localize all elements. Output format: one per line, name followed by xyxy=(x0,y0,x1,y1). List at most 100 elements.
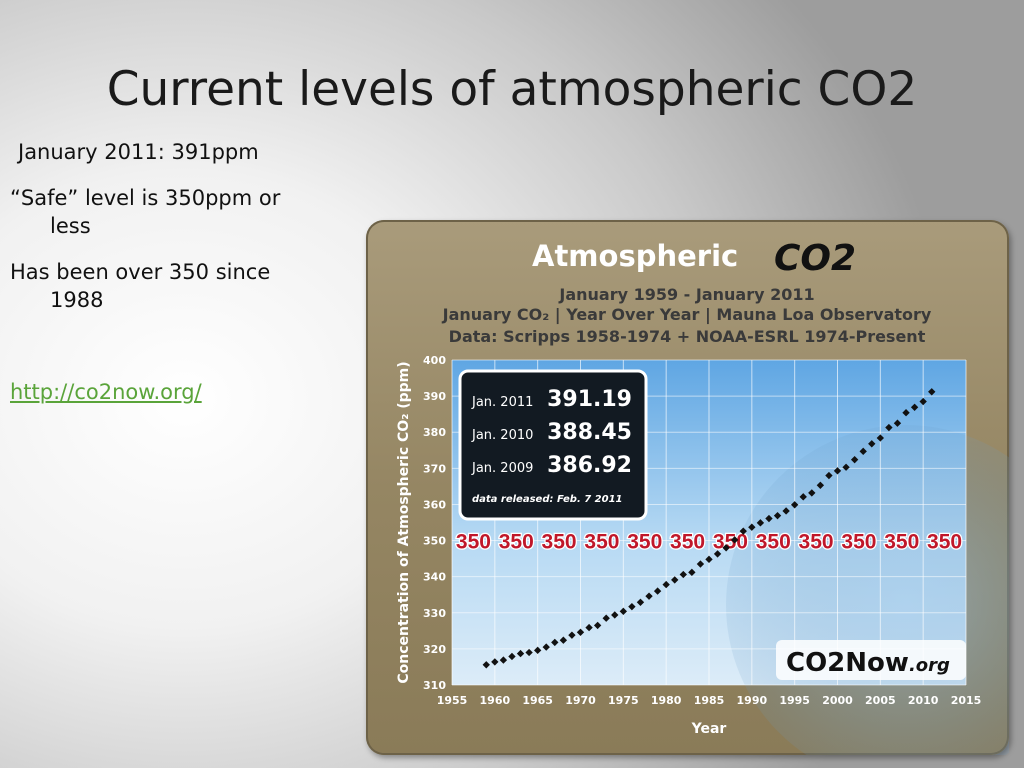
point-1968 xyxy=(559,636,568,644)
ref-label-1: 350 xyxy=(456,531,491,554)
chart-subtitle-3: Data: Scripps 1958-1974 + NOAA-ESRL 1974… xyxy=(449,327,926,346)
point-1979 xyxy=(653,587,662,595)
ref-label-9: 350 xyxy=(799,531,834,554)
y-tick-330: 330 xyxy=(423,607,446,620)
bullet-safe-level: “Safe” level is 350ppm or less xyxy=(10,184,370,240)
x-tick-1965: 1965 xyxy=(522,694,553,707)
x-tick-1960: 1960 xyxy=(480,694,511,707)
ref-label-6: 350 xyxy=(670,531,705,554)
point-2005 xyxy=(876,434,885,442)
bullet-list: January 2011: 391ppm “Safe” level is 350… xyxy=(10,138,370,406)
y-tick-360: 360 xyxy=(423,498,446,511)
bullet-over-350: Has been over 350 since 1988 xyxy=(10,258,370,314)
point-1988 xyxy=(731,536,739,544)
y-tick-340: 340 xyxy=(423,571,446,584)
co2now-link[interactable]: http://co2now.org/ xyxy=(10,380,202,404)
x-tick-1985: 1985 xyxy=(694,694,725,707)
point-1993 xyxy=(773,511,782,520)
x-tick-2015: 2015 xyxy=(951,694,982,707)
x-tick-2010: 2010 xyxy=(908,694,939,707)
point-2007 xyxy=(893,419,902,427)
y-tick-380: 380 xyxy=(423,426,446,439)
point-1961 xyxy=(499,656,508,664)
point-1977 xyxy=(636,598,645,606)
ref-label-11: 350 xyxy=(884,531,919,554)
point-1964 xyxy=(525,648,533,657)
ref-label-8: 350 xyxy=(756,531,791,554)
point-2006 xyxy=(885,423,893,432)
data-points xyxy=(482,388,936,669)
point-1999 xyxy=(825,471,833,480)
point-2001 xyxy=(842,463,850,471)
y-tick-400: 400 xyxy=(423,354,446,367)
co2-chart: Atmospheric CO2 January 1959 - January 2… xyxy=(396,238,1009,755)
point-1969 xyxy=(568,631,576,639)
point-1985 xyxy=(705,555,713,564)
point-2010 xyxy=(919,397,927,406)
point-2004 xyxy=(868,440,876,448)
chart-title-co2: CO2 xyxy=(774,238,856,279)
ref-label-12: 350 xyxy=(927,531,962,554)
y-tick-370: 370 xyxy=(423,462,446,475)
point-1994 xyxy=(782,507,790,515)
box-release-date: data released: Feb. 7 2011 xyxy=(472,494,623,505)
ref-label-2: 350 xyxy=(499,531,534,554)
ref-label-10: 350 xyxy=(841,531,876,554)
point-1987 xyxy=(722,544,730,552)
chart-subtitle: January 1959 - January 2011 xyxy=(558,285,814,304)
y-tick-390: 390 xyxy=(423,390,446,403)
y-tick-labels: 310 320 330 340 350 360 370 380 390 400 xyxy=(423,354,446,692)
y-tick-320: 320 xyxy=(423,643,446,656)
chart-frame: Atmospheric CO2 January 1959 - January 2… xyxy=(366,220,1009,755)
point-1975 xyxy=(619,607,628,616)
box-value-2011: 391.19 xyxy=(547,387,632,412)
x-tick-2000: 2000 xyxy=(822,694,853,707)
y-axis-label: Concentration of Atmospheric CO₂ (ppm) xyxy=(396,361,412,683)
x-tick-1995: 1995 xyxy=(779,694,810,707)
ref-label-5: 350 xyxy=(627,531,662,554)
point-1982 xyxy=(679,570,687,579)
bullet-over-350-line2: 1988 xyxy=(50,288,104,312)
point-1960 xyxy=(491,658,499,666)
box-value-2010: 388.45 xyxy=(547,420,632,445)
ref-label-3: 350 xyxy=(542,531,577,554)
x-tick-1970: 1970 xyxy=(565,694,596,707)
point-1998 xyxy=(816,481,825,489)
point-1989 xyxy=(739,527,747,535)
x-tick-1990: 1990 xyxy=(737,694,768,707)
bullet-safe-level-line2: less xyxy=(50,214,91,238)
ref-label-4: 350 xyxy=(584,531,619,554)
bullet-over-350-line1: Has been over 350 since xyxy=(10,260,271,284)
point-2008 xyxy=(902,409,910,417)
point-1995 xyxy=(790,501,799,509)
point-1978 xyxy=(645,592,653,600)
point-2002 xyxy=(850,455,859,464)
co2now-logo-text: CO2Now.org xyxy=(786,648,950,678)
point-1980 xyxy=(662,580,670,589)
box-label-2010: Jan. 2010 xyxy=(471,428,533,443)
x-tick-1955: 1955 xyxy=(437,694,468,707)
box-label-2009: Jan. 2009 xyxy=(471,461,533,476)
annotation-box: Jan. 2011 391.19 Jan. 2010 388.45 Jan. 2… xyxy=(458,369,648,521)
bullet-safe-level-line1: “Safe” level is 350ppm or xyxy=(10,186,281,210)
bullet-january-2011: January 2011: 391ppm xyxy=(18,140,259,164)
point-2009 xyxy=(910,403,919,411)
chart-title: Atmospheric xyxy=(532,239,738,273)
x-tick-labels: 1955 1960 1965 1970 1975 1980 1985 1990 1995 2000… xyxy=(437,694,982,707)
slide-title: Current levels of atmospheric CO2 xyxy=(106,62,918,117)
y-tick-350: 350 xyxy=(423,535,446,548)
point-1997 xyxy=(808,489,816,497)
box-value-2009: 386.92 xyxy=(547,453,632,478)
point-1983 xyxy=(688,568,696,577)
x-axis-label: Year xyxy=(691,721,727,737)
x-tick-1975: 1975 xyxy=(608,694,639,707)
y-tick-310: 310 xyxy=(423,679,446,692)
point-1981 xyxy=(671,576,679,584)
point-1986 xyxy=(713,550,722,558)
co2now-logo: CO2Now.org xyxy=(776,640,966,680)
reference-350-labels: 350 350 350 350 350 350 350 350 350 350 350 350 xyxy=(455,529,964,555)
point-1990 xyxy=(748,523,756,531)
point-1984 xyxy=(696,560,705,568)
point-1976 xyxy=(628,602,636,611)
point-2011 xyxy=(928,388,936,396)
